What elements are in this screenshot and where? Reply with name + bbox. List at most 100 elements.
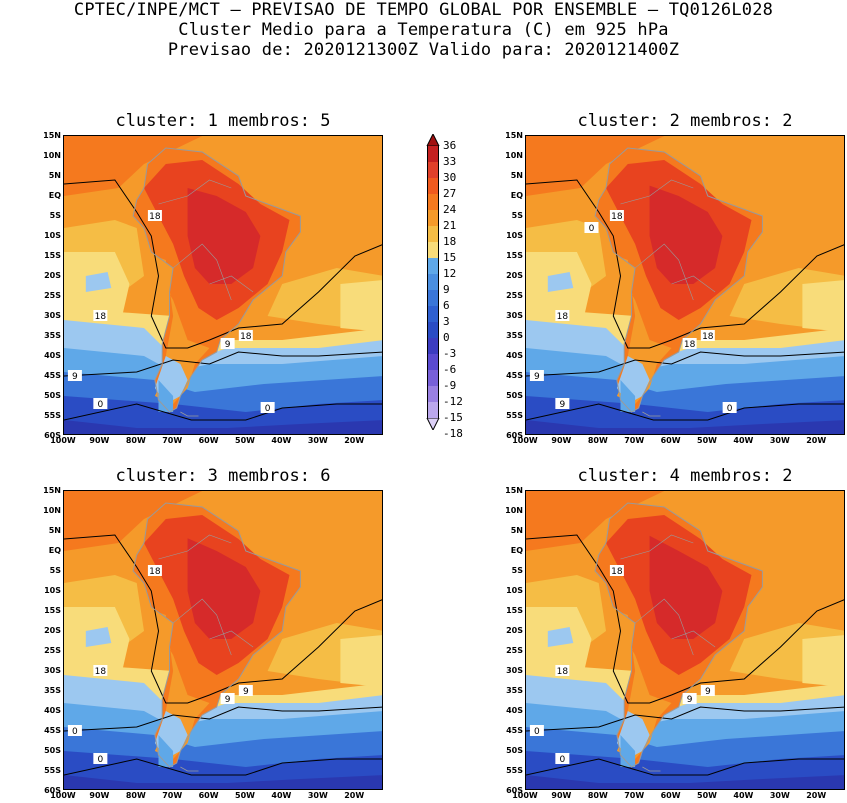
lat-tick-label: 40S bbox=[506, 706, 523, 715]
lon-tick-label: 100W bbox=[512, 791, 538, 800]
contour-label: 18 bbox=[149, 567, 161, 577]
zone-below-0 bbox=[526, 420, 844, 434]
lat-tick-label: 40S bbox=[506, 351, 523, 360]
contour-label-bg bbox=[238, 330, 253, 341]
lat-tick-label: 10N bbox=[505, 506, 523, 515]
contour-label: 0 bbox=[727, 404, 733, 414]
lon-tick-label: 100W bbox=[512, 436, 538, 445]
border-line bbox=[209, 275, 254, 293]
lon-tick-label: 30W bbox=[307, 436, 328, 445]
tierra-del-fuego bbox=[180, 766, 199, 772]
lon-tick-label: 40W bbox=[271, 436, 292, 445]
lon-tick-label: 30W bbox=[307, 791, 328, 800]
lat-tick-label: 50S bbox=[44, 391, 61, 400]
colorbar-label: 21 bbox=[443, 219, 457, 232]
contour-label-bg bbox=[93, 665, 108, 676]
contour-9 bbox=[64, 351, 382, 377]
zone-above-30 bbox=[187, 188, 261, 284]
colorbar-segment bbox=[427, 370, 439, 386]
colorbar-label: 3 bbox=[443, 315, 450, 328]
colorbar-label: -6 bbox=[443, 363, 457, 376]
header-line-3: Previsao de: 2020121300Z Valido para: 20… bbox=[167, 40, 680, 60]
zone-15-18-east bbox=[802, 635, 844, 687]
lon-tick-label: 20W bbox=[344, 436, 365, 445]
colorbar-label: 24 bbox=[443, 203, 457, 216]
zone-above-30 bbox=[187, 538, 261, 639]
lat-tick-label: 5S bbox=[49, 566, 61, 575]
contour-label-bg bbox=[555, 753, 570, 764]
contour-label: 18 bbox=[557, 667, 569, 677]
colorbar-segment bbox=[427, 258, 439, 274]
lat-tick-label: 25S bbox=[44, 646, 61, 655]
lon-tick-label: 90W bbox=[551, 436, 572, 445]
zone-15-18-east bbox=[340, 635, 382, 687]
lat-tick-label: 15S bbox=[44, 251, 61, 260]
colorbar-segment bbox=[427, 194, 439, 210]
lat-tick-label: 15N bbox=[505, 131, 523, 140]
lat-tick-label: 15S bbox=[506, 606, 523, 615]
zone-below-0 bbox=[64, 775, 382, 789]
contour-label: 18 bbox=[611, 567, 623, 577]
colorbar-label: 33 bbox=[443, 155, 457, 168]
lat-tick-label: 55S bbox=[44, 411, 61, 420]
lat-tick-label: 5S bbox=[511, 211, 523, 220]
lat-tick-label: 30S bbox=[44, 666, 61, 675]
lat-tick-label: 10S bbox=[506, 586, 523, 595]
contour-label-bg bbox=[67, 725, 82, 736]
lon-tick-label: 50W bbox=[235, 791, 255, 800]
zone-below-0 bbox=[526, 775, 844, 789]
contour-label: 0 bbox=[72, 727, 78, 737]
temperature-map: 18 18 18 9 9 0 0 bbox=[63, 135, 383, 435]
lon-tick-label: 100W bbox=[50, 791, 76, 800]
tierra-del-fuego bbox=[180, 411, 199, 417]
lon-tick-label: 60W bbox=[198, 791, 219, 800]
colorbar-segment bbox=[427, 146, 439, 162]
lat-tick-label: EQ bbox=[510, 191, 523, 200]
border-line bbox=[209, 630, 254, 648]
lat-tick-label: 15N bbox=[43, 486, 61, 495]
lat-tick-label: 5N bbox=[48, 526, 61, 535]
contour-0 bbox=[64, 758, 382, 776]
colorbar-label: 18 bbox=[443, 235, 457, 248]
lat-tick-label: 10S bbox=[44, 586, 61, 595]
lon-tick-label: 60W bbox=[198, 436, 219, 445]
contour-18 bbox=[526, 179, 844, 349]
contour-label-bg bbox=[93, 753, 108, 764]
lon-tick-label: 70W bbox=[624, 791, 645, 800]
coastline bbox=[594, 502, 763, 768]
colorbar-label: 6 bbox=[443, 299, 450, 312]
lat-tick-label: 10N bbox=[43, 151, 61, 160]
lat-tick-label: 30S bbox=[44, 311, 61, 320]
zone-above-30 bbox=[649, 535, 723, 639]
lon-tick-label: 50W bbox=[697, 436, 717, 445]
lon-tick-label: 20W bbox=[806, 791, 827, 800]
contour-label: 18 bbox=[240, 332, 252, 342]
contour-9 bbox=[64, 706, 382, 732]
lat-tick-label: 30S bbox=[506, 666, 523, 675]
lat-tick-label: 25S bbox=[506, 646, 523, 655]
zone-15-18-east bbox=[802, 280, 844, 332]
lat-tick-label: 60S bbox=[506, 431, 523, 440]
contour-label: 18 bbox=[95, 312, 107, 322]
colorbar-segment bbox=[427, 386, 439, 402]
colorbar-segment bbox=[427, 210, 439, 226]
border-line bbox=[634, 243, 694, 301]
contour-label-bg bbox=[147, 210, 162, 221]
contour-0 bbox=[64, 403, 382, 421]
colorbar-segment bbox=[427, 322, 439, 338]
lon-tick-label: 80W bbox=[587, 791, 608, 800]
cool-spot-west bbox=[547, 627, 574, 647]
temperature-map: 18 18 18 18 9 9 0 0 bbox=[525, 135, 845, 435]
coastline bbox=[132, 502, 301, 768]
lon-tick-label: 50W bbox=[235, 436, 255, 445]
lat-tick-label: 20S bbox=[506, 626, 523, 635]
colorbar-segment bbox=[427, 338, 439, 354]
temperature-map: 18 18 9 9 0 0 bbox=[525, 490, 845, 790]
contour-label-bg bbox=[584, 222, 599, 233]
lat-tick-label: EQ bbox=[48, 191, 61, 200]
border-line bbox=[172, 598, 232, 656]
lat-tick-label: 60S bbox=[506, 786, 523, 795]
contour-label: 18 bbox=[95, 667, 107, 677]
zone-andes-south bbox=[144, 252, 210, 404]
lon-tick-label: 30W bbox=[769, 436, 790, 445]
